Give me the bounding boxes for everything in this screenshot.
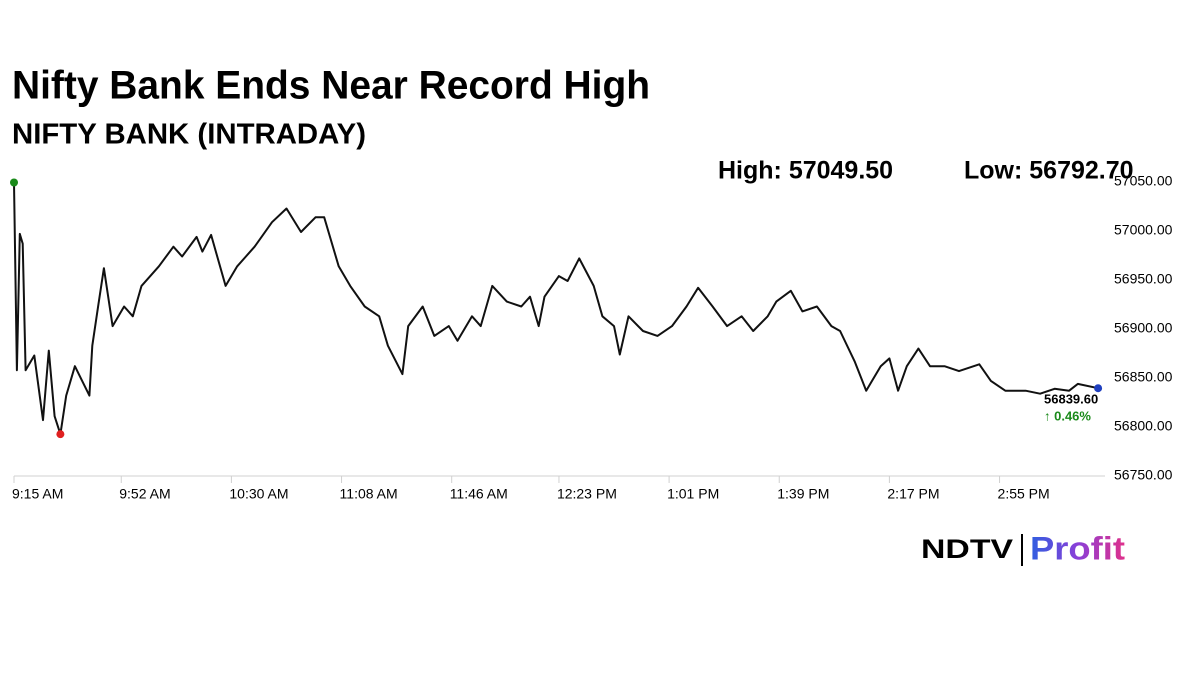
high-label: High: 57049.50 — [718, 157, 893, 185]
y-tick-label: 56750.00 — [1114, 467, 1173, 483]
x-tick-label: 2:55 PM — [998, 486, 1050, 502]
close-label: 56839.60 — [1044, 391, 1098, 406]
high-marker — [10, 178, 18, 187]
price-line — [13, 182, 1099, 436]
y-tick-label: 57000.00 — [1114, 222, 1173, 238]
x-tick-label: 1:01 PM — [667, 486, 719, 502]
x-tick-label: 1:39 PM — [777, 486, 829, 502]
x-tick-label: 10:30 AM — [229, 486, 288, 502]
close-marker — [1094, 384, 1103, 393]
y-tick-label: 56950.00 — [1114, 271, 1173, 287]
y-tick-label: 56900.00 — [1114, 320, 1173, 336]
chart-subtitle: NIFTY BANK (INTRADAY) — [12, 119, 366, 151]
x-tick-label: 11:46 AM — [450, 486, 508, 502]
logo-left: NDTV — [921, 534, 1013, 564]
y-tick-label: 56850.00 — [1114, 369, 1173, 385]
x-tick-label: 9:15 AM — [12, 486, 63, 502]
low-label: Low: 56792.70 — [964, 157, 1134, 185]
y-tick-label: 56800.00 — [1114, 418, 1173, 434]
change-label: ↑ 0.46% — [1044, 408, 1091, 423]
chart-title: Nifty Bank Ends Near Record High — [12, 64, 650, 108]
x-tick-label: 2:17 PM — [887, 486, 939, 502]
logo-right: Profit — [1030, 530, 1125, 566]
x-tick-label: 12:23 PM — [557, 486, 617, 502]
low-marker — [56, 430, 65, 439]
y-tick-label: 57050.00 — [1114, 173, 1173, 189]
x-tick-label: 9:52 AM — [119, 486, 170, 502]
x-tick-label: 11:08 AM — [340, 486, 398, 502]
